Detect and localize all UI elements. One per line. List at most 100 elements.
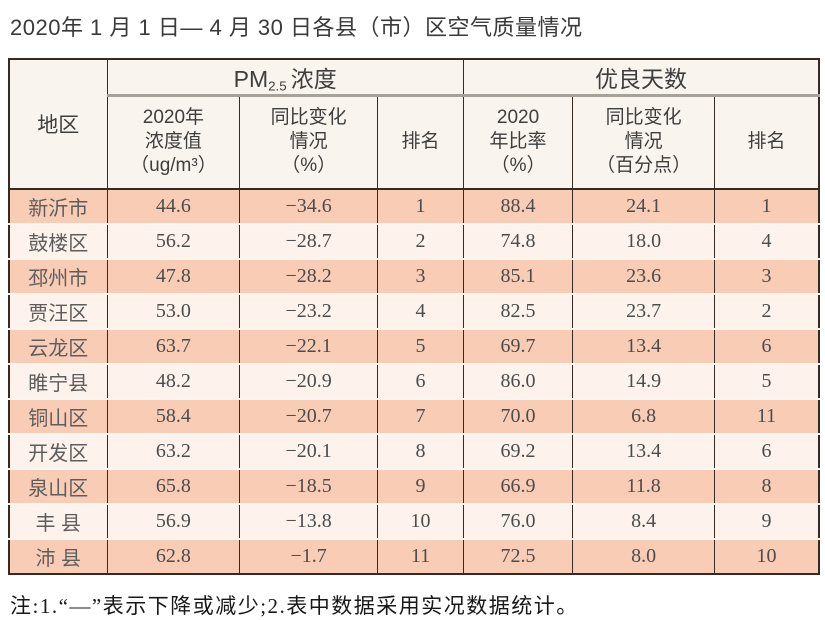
table-row: 铜山区 58.4 −20.7 7 70.0 6.8 11 bbox=[8, 397, 820, 434]
pm-rank-cell: 8 bbox=[377, 432, 464, 469]
region-cell: 邳州市 bbox=[8, 257, 108, 294]
region-cell: 鼓楼区 bbox=[8, 222, 108, 259]
days-ratio-cell: 86.0 bbox=[462, 362, 574, 399]
pm25-subscript: 2.5 bbox=[268, 78, 287, 94]
header-days-change: 同比变化 情况 （百分点） bbox=[572, 95, 715, 189]
pm-rank-cell: 3 bbox=[377, 257, 464, 294]
days-change-cell: 14.9 bbox=[572, 362, 715, 399]
days-rank-cell: 5 bbox=[713, 362, 820, 399]
pm-change-cell: −20.7 bbox=[239, 397, 379, 434]
header-pm-change: 同比变化 情况 （%） bbox=[239, 95, 379, 189]
pm-value-cell: 56.9 bbox=[106, 502, 241, 539]
pm-value-cell: 48.2 bbox=[106, 362, 241, 399]
pm-change-cell: −23.2 bbox=[239, 292, 379, 329]
header-region: 地区 bbox=[8, 58, 108, 189]
table-row: 开发区 63.2 −20.1 8 69.2 13.4 6 bbox=[8, 432, 820, 469]
pm-change-cell: −18.5 bbox=[239, 467, 379, 504]
days-change-cell: 13.4 bbox=[572, 327, 715, 364]
days-rank-cell: 11 bbox=[713, 397, 820, 434]
days-ratio-cell: 88.4 bbox=[462, 188, 574, 224]
table-row: 贾汪区 53.0 −23.2 4 82.5 23.7 2 bbox=[8, 292, 820, 329]
days-rank-cell: 3 bbox=[713, 257, 820, 294]
days-ratio-cell: 72.5 bbox=[462, 537, 574, 574]
days-rank-cell: 2 bbox=[713, 292, 820, 329]
pm-rank-cell: 6 bbox=[377, 362, 464, 399]
pm-value-cell: 65.8 bbox=[106, 467, 241, 504]
table-row: 泉山区 65.8 −18.5 9 66.9 11.8 8 bbox=[8, 467, 820, 504]
days-ratio-cell: 82.5 bbox=[462, 292, 574, 329]
days-rank-cell: 1 bbox=[713, 188, 820, 224]
pm-rank-cell: 7 bbox=[377, 397, 464, 434]
group-header-row: 地区 PM2.5 浓度 优良天数 bbox=[8, 58, 820, 189]
table-header: 地区 PM2.5 浓度 优良天数 2020年 浓度值 （ug/m³） 同比变化 情… bbox=[8, 58, 820, 189]
header-pm-rank: 排名 bbox=[377, 95, 464, 189]
days-change-cell: 11.8 bbox=[572, 467, 715, 504]
pm-value-cell: 62.8 bbox=[106, 537, 241, 574]
table-row: 沛 县 62.8 −1.7 11 72.5 8.0 10 bbox=[8, 537, 820, 574]
days-ratio-cell: 74.8 bbox=[462, 222, 574, 259]
table-row: 鼓楼区 56.2 −28.7 2 74.8 18.0 4 bbox=[8, 222, 820, 259]
days-rank-cell: 6 bbox=[713, 432, 820, 469]
days-change-cell: 8.0 bbox=[572, 537, 715, 574]
days-change-cell: 23.6 bbox=[572, 257, 715, 294]
days-rank-cell: 6 bbox=[713, 327, 820, 364]
pm-value-cell: 56.2 bbox=[106, 222, 241, 259]
days-ratio-cell: 76.0 bbox=[462, 502, 574, 539]
pm-change-cell: −1.7 bbox=[239, 537, 379, 574]
pm-value-cell: 63.7 bbox=[106, 327, 241, 364]
days-ratio-cell: 69.7 bbox=[462, 327, 574, 364]
header-days-rank: 排名 bbox=[713, 95, 820, 189]
pm-value-cell: 58.4 bbox=[106, 397, 241, 434]
table-row: 新沂市 44.6 −34.6 1 88.4 24.1 1 bbox=[8, 188, 820, 224]
table-row: 云龙区 63.7 −22.1 5 69.7 13.4 6 bbox=[8, 327, 820, 364]
days-ratio-cell: 85.1 bbox=[462, 257, 574, 294]
pm-change-cell: −34.6 bbox=[239, 188, 379, 224]
table-row: 丰 县 56.9 −13.8 10 76.0 8.4 9 bbox=[8, 502, 820, 539]
days-change-cell: 6.8 bbox=[572, 397, 715, 434]
pm25-suffix: 浓度 bbox=[290, 66, 337, 92]
page-title: 2020年 1 月 1 日— 4 月 30 日各县（市）区空气质量情况 bbox=[10, 15, 583, 40]
days-ratio-cell: 70.0 bbox=[462, 397, 574, 434]
region-cell: 新沂市 bbox=[8, 188, 108, 224]
table-row: 睢宁县 48.2 −20.9 6 86.0 14.9 5 bbox=[8, 362, 820, 399]
region-cell: 铜山区 bbox=[8, 397, 108, 434]
days-ratio-cell: 66.9 bbox=[462, 467, 574, 504]
pm-value-cell: 63.2 bbox=[106, 432, 241, 469]
pm-rank-cell: 1 bbox=[377, 188, 464, 224]
pm-rank-cell: 2 bbox=[377, 222, 464, 259]
header-good-days-group: 优良天数 bbox=[462, 58, 820, 97]
region-cell: 开发区 bbox=[8, 432, 108, 469]
pm-value-cell: 53.0 bbox=[106, 292, 241, 329]
pm-change-cell: −28.7 bbox=[239, 222, 379, 259]
days-change-cell: 8.4 bbox=[572, 502, 715, 539]
days-change-cell: 23.7 bbox=[572, 292, 715, 329]
days-change-cell: 24.1 bbox=[572, 188, 715, 224]
region-cell: 沛 县 bbox=[8, 537, 108, 574]
region-cell: 贾汪区 bbox=[8, 292, 108, 329]
days-change-cell: 13.4 bbox=[572, 432, 715, 469]
pm-change-cell: −13.8 bbox=[239, 502, 379, 539]
pm-change-cell: −20.9 bbox=[239, 362, 379, 399]
header-pm-value: 2020年 浓度值 （ug/m³） bbox=[106, 95, 241, 189]
pm-change-cell: −22.1 bbox=[239, 327, 379, 364]
days-ratio-cell: 69.2 bbox=[462, 432, 574, 469]
header-days-ratio: 2020 年比率 （%） bbox=[462, 95, 574, 189]
days-rank-cell: 8 bbox=[713, 467, 820, 504]
pm-rank-cell: 9 bbox=[377, 467, 464, 504]
region-cell: 云龙区 bbox=[8, 327, 108, 364]
days-rank-cell: 9 bbox=[713, 502, 820, 539]
pm-rank-cell: 10 bbox=[377, 502, 464, 539]
pm-change-cell: −20.1 bbox=[239, 432, 379, 469]
region-cell: 睢宁县 bbox=[8, 362, 108, 399]
air-quality-table: 地区 PM2.5 浓度 优良天数 2020年 浓度值 （ug/m³） 同比变化 情… bbox=[8, 58, 820, 575]
pm25-label: PM bbox=[233, 66, 269, 92]
pm-rank-cell: 5 bbox=[377, 327, 464, 364]
region-cell: 丰 县 bbox=[8, 502, 108, 539]
table-row: 邳州市 47.8 −28.2 3 85.1 23.6 3 bbox=[8, 257, 820, 294]
days-change-cell: 18.0 bbox=[572, 222, 715, 259]
sub-header-row: 2020年 浓度值 （ug/m³） 同比变化 情况 （%） 排名 2020 年比… bbox=[9, 95, 820, 189]
pm-change-cell: −28.2 bbox=[239, 257, 379, 294]
pm-rank-cell: 4 bbox=[377, 292, 464, 329]
table-body: 新沂市 44.6 −34.6 1 88.4 24.1 1 鼓楼区 56.2 −28.7 2 74.8 1… bbox=[8, 188, 820, 574]
